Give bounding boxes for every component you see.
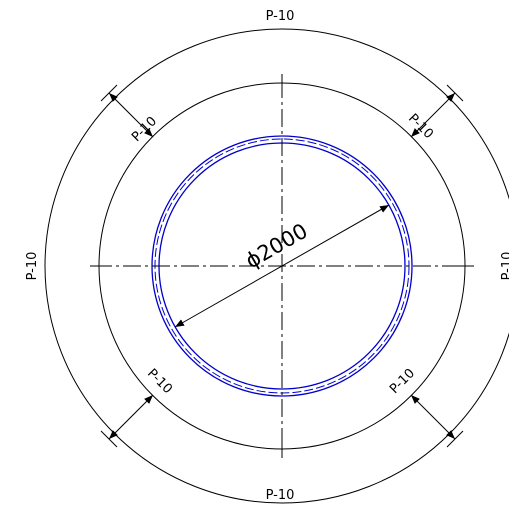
cardinal-ticks [90,74,474,458]
diameter-dimension-line [174,204,390,328]
dim-line-top-right [410,92,456,138]
pitch-label-top: P-10 [266,9,295,24]
pitch-label-inner-bottom-right: P-10 [387,366,418,397]
diameter-label: ϕ2000 [241,219,311,273]
diagonal-dimension-lines [108,92,456,440]
pitch-label-inner-top-right: P-10 [405,111,436,142]
pitch-label-right: P-10 [500,252,509,281]
dim-line-bottom-left [108,394,154,440]
pitch-label-inner-bottom-left: P-10 [144,366,175,397]
pitch-label-bottom: P-10 [266,488,295,503]
pitch-label-left: P-10 [25,252,40,281]
dim-line-top-left [108,92,154,138]
outer-diagonal-ticks [100,84,464,448]
dim-line-bottom-right [410,394,456,440]
outer-circle [44,28,509,504]
pitch-label-inner-top-left: P-10 [129,114,160,145]
